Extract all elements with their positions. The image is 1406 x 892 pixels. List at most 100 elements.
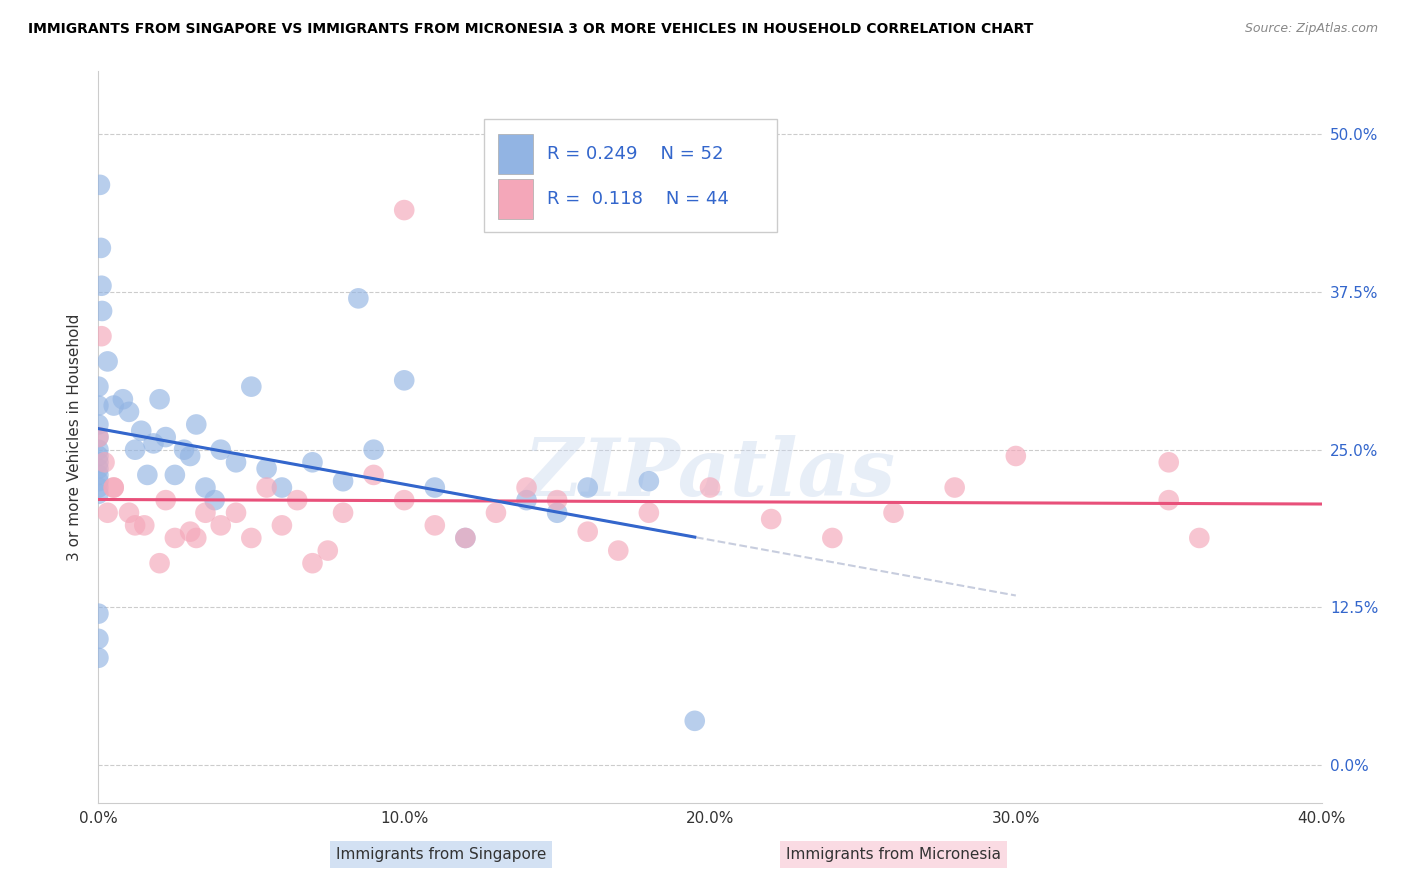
Point bbox=[97, 354, 120, 368]
Point bbox=[637, 506, 661, 520]
Point bbox=[149, 556, 172, 570]
Point bbox=[155, 430, 177, 444]
Point bbox=[485, 506, 508, 520]
Point bbox=[142, 436, 165, 450]
Point bbox=[576, 481, 599, 495]
Point bbox=[149, 392, 172, 407]
Point bbox=[194, 506, 217, 520]
Point bbox=[240, 531, 263, 545]
Point bbox=[134, 518, 156, 533]
Point bbox=[883, 506, 905, 520]
Point bbox=[93, 455, 115, 469]
Point bbox=[423, 518, 446, 533]
Point bbox=[1157, 455, 1180, 469]
Text: R = 0.249    N = 52: R = 0.249 N = 52 bbox=[547, 145, 724, 163]
Point bbox=[546, 506, 568, 520]
Point bbox=[270, 481, 294, 495]
Point bbox=[163, 531, 186, 545]
Point bbox=[454, 531, 477, 545]
Point bbox=[136, 467, 159, 482]
Point bbox=[270, 518, 294, 533]
Point bbox=[546, 493, 568, 508]
Point bbox=[576, 524, 599, 539]
FancyBboxPatch shape bbox=[498, 179, 533, 219]
Point bbox=[316, 543, 339, 558]
Point bbox=[87, 487, 110, 501]
FancyBboxPatch shape bbox=[484, 119, 778, 232]
Point bbox=[129, 424, 152, 438]
Point bbox=[87, 650, 110, 665]
Point bbox=[103, 399, 125, 413]
Point bbox=[516, 493, 538, 508]
Point bbox=[103, 481, 125, 495]
Point bbox=[186, 531, 208, 545]
Point bbox=[124, 442, 146, 457]
Point bbox=[347, 291, 370, 305]
Point bbox=[118, 405, 141, 419]
Point bbox=[155, 493, 177, 508]
Point bbox=[209, 518, 232, 533]
Point bbox=[186, 417, 208, 432]
Point bbox=[118, 506, 141, 520]
Point bbox=[392, 493, 416, 508]
Text: IMMIGRANTS FROM SINGAPORE VS IMMIGRANTS FROM MICRONESIA 3 OR MORE VEHICLES IN HO: IMMIGRANTS FROM SINGAPORE VS IMMIGRANTS … bbox=[28, 22, 1033, 37]
Point bbox=[91, 304, 114, 318]
Point bbox=[87, 474, 110, 488]
Point bbox=[204, 493, 226, 508]
Point bbox=[637, 474, 661, 488]
Point bbox=[179, 524, 201, 539]
Point bbox=[256, 481, 278, 495]
Point bbox=[607, 543, 630, 558]
Point bbox=[240, 379, 263, 393]
Point bbox=[87, 449, 110, 463]
Point bbox=[454, 531, 477, 545]
Point bbox=[943, 481, 966, 495]
Point bbox=[1004, 449, 1026, 463]
Point bbox=[392, 373, 416, 387]
Point bbox=[363, 467, 385, 482]
Point bbox=[1157, 493, 1180, 508]
Text: Source: ZipAtlas.com: Source: ZipAtlas.com bbox=[1244, 22, 1378, 36]
Point bbox=[87, 442, 110, 457]
Point bbox=[90, 241, 112, 255]
Point bbox=[256, 461, 278, 475]
Point bbox=[87, 417, 110, 432]
Point bbox=[194, 481, 217, 495]
Point bbox=[301, 556, 323, 570]
Point bbox=[87, 399, 110, 413]
Point bbox=[163, 467, 186, 482]
Point bbox=[87, 455, 110, 469]
Point bbox=[516, 481, 538, 495]
Point bbox=[87, 632, 110, 646]
Point bbox=[423, 481, 446, 495]
Point bbox=[103, 481, 125, 495]
Point bbox=[89, 178, 111, 192]
Point bbox=[173, 442, 195, 457]
Point bbox=[392, 203, 416, 218]
Point bbox=[332, 474, 354, 488]
Text: R =  0.118    N = 44: R = 0.118 N = 44 bbox=[547, 190, 730, 209]
Point bbox=[225, 506, 247, 520]
Text: Immigrants from Micronesia: Immigrants from Micronesia bbox=[786, 847, 1001, 862]
Text: Immigrants from Singapore: Immigrants from Singapore bbox=[336, 847, 546, 862]
Point bbox=[87, 607, 110, 621]
Point bbox=[87, 430, 110, 444]
Point bbox=[87, 430, 110, 444]
Point bbox=[683, 714, 706, 728]
Point bbox=[90, 329, 112, 343]
Point bbox=[761, 512, 783, 526]
Y-axis label: 3 or more Vehicles in Household: 3 or more Vehicles in Household bbox=[67, 313, 83, 561]
FancyBboxPatch shape bbox=[498, 134, 533, 174]
Text: ZIPatlas: ZIPatlas bbox=[524, 435, 896, 512]
Point bbox=[363, 442, 385, 457]
Point bbox=[332, 506, 354, 520]
Point bbox=[225, 455, 247, 469]
Point bbox=[179, 449, 201, 463]
Point bbox=[1188, 531, 1211, 545]
Point bbox=[301, 455, 323, 469]
Point bbox=[87, 481, 110, 495]
Point bbox=[209, 442, 232, 457]
Point bbox=[87, 379, 110, 393]
Point bbox=[87, 467, 110, 482]
Point bbox=[821, 531, 844, 545]
